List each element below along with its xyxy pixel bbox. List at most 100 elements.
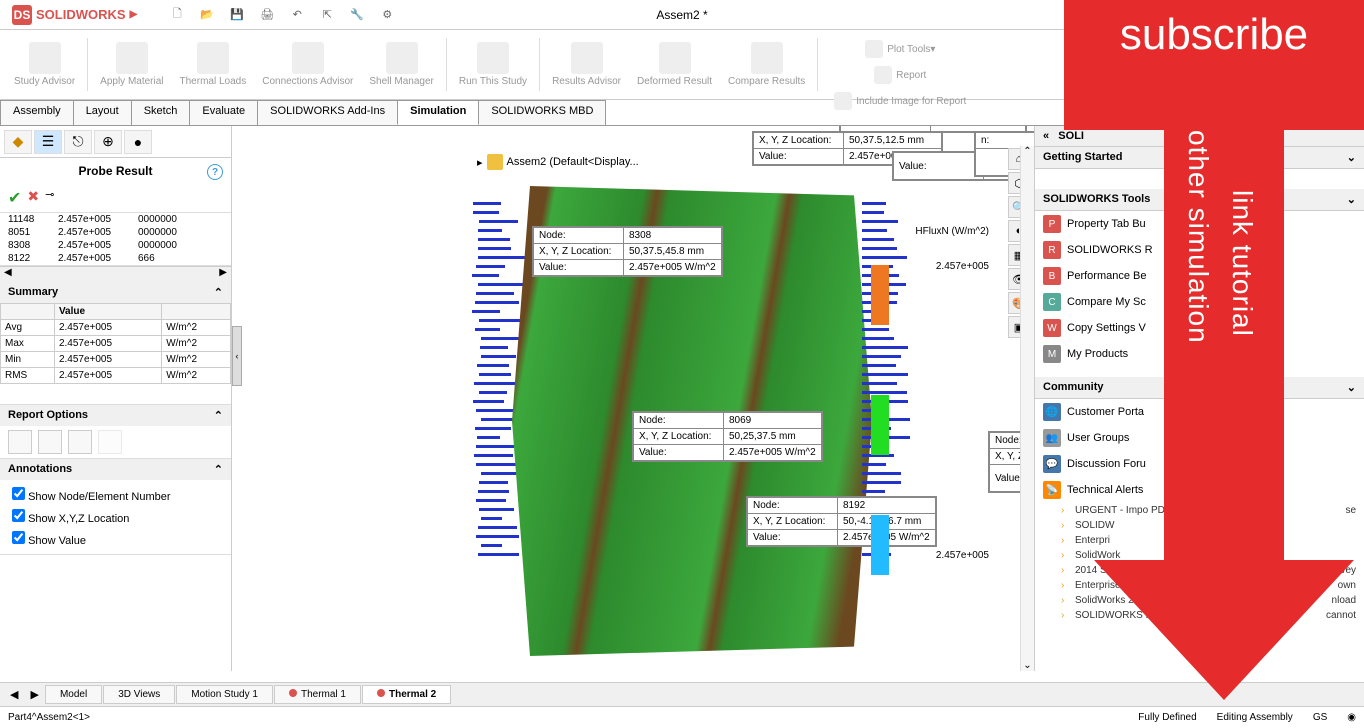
shell-manager-button[interactable]: Shell Manager bbox=[363, 34, 439, 95]
undo-icon[interactable]: ↶ bbox=[285, 3, 309, 27]
chevron-right-icon[interactable]: ▶ bbox=[130, 9, 138, 20]
expand-icon[interactable]: ▸ bbox=[477, 156, 483, 169]
graphics-viewport[interactable]: ▸ Assem2 (Default<Display... Node:8308X,… bbox=[232, 126, 1034, 671]
summary-header[interactable]: Summary⌃ bbox=[0, 282, 231, 303]
list-item[interactable]: 83082.457e+0050000000 bbox=[0, 239, 231, 252]
feature-tree-icon[interactable]: ◆ bbox=[4, 130, 32, 154]
plot-tools-button[interactable]: Plot Tools ▾ bbox=[828, 38, 972, 60]
include-image-button[interactable]: Include Image for Report bbox=[828, 90, 972, 112]
thermal-loads-button[interactable]: Thermal Loads bbox=[174, 34, 253, 95]
status-gs: GS bbox=[1313, 712, 1327, 723]
results-advisor-button[interactable]: Results Advisor bbox=[546, 34, 627, 95]
print-icon[interactable]: 🖨 bbox=[255, 3, 279, 27]
document-title: Assem2 * bbox=[656, 8, 707, 22]
next-tab-icon[interactable]: ▶ bbox=[24, 688, 44, 701]
tab-assembly[interactable]: Assembly bbox=[0, 100, 74, 125]
compare-results-button[interactable]: Compare Results bbox=[722, 34, 811, 95]
tab-simulation[interactable]: Simulation bbox=[397, 100, 479, 125]
collapse-icon[interactable]: ⌄ bbox=[1347, 193, 1356, 206]
report-options-section: Report Options⌃ bbox=[0, 405, 231, 459]
rebuild-icon[interactable]: 🔧 bbox=[345, 3, 369, 27]
collapse-icon[interactable]: ⌄ bbox=[1347, 151, 1356, 164]
table-row: Avg2.457e+005W/m^2 bbox=[1, 320, 231, 336]
color-legend[interactable]: HFluxN (W/m^2) 2.457e+005 2.457e+005 bbox=[869, 226, 989, 561]
legend-max: 2.457e+005 bbox=[936, 261, 989, 272]
show-xyz-checkbox[interactable]: Show X,Y,Z Location bbox=[12, 506, 219, 528]
open-icon[interactable]: 📂 bbox=[195, 3, 219, 27]
status-left: Part4^Assem2<1> bbox=[8, 712, 90, 723]
tab-addins[interactable]: SOLIDWORKS Add-Ins bbox=[257, 100, 398, 125]
logo-icon: DS bbox=[12, 5, 32, 25]
plot-report-icon[interactable] bbox=[68, 430, 92, 454]
list-item[interactable]: 80512.457e+0050000000 bbox=[0, 226, 231, 239]
h-scrollbar[interactable]: ◀▶ bbox=[0, 266, 231, 282]
report-button[interactable]: Report bbox=[828, 64, 972, 86]
viewport-scroll[interactable]: ⌃⌄ bbox=[1020, 146, 1034, 671]
table-row: Max2.457e+005W/m^2 bbox=[1, 336, 231, 352]
tab-layout[interactable]: Layout bbox=[73, 100, 132, 125]
collapse-icon[interactable]: ⌄ bbox=[1347, 381, 1356, 394]
show-node-checkbox[interactable]: Show Node/Element Number bbox=[12, 484, 219, 506]
run-study-button[interactable]: Run This Study bbox=[453, 34, 533, 95]
dim-tab-icon[interactable]: ⊕ bbox=[94, 130, 122, 154]
options-icon[interactable]: ⚙ bbox=[375, 3, 399, 27]
property-manager: ◆ ☰ ⎋ ⊕ ● Probe Result ? ✔ ✖ ⊸ 111482.45… bbox=[0, 126, 232, 671]
table-row: RMS2.457e+005W/m^2 bbox=[1, 368, 231, 384]
panel-collapse-handle[interactable]: ‹ bbox=[232, 326, 242, 386]
assembly-icon bbox=[487, 154, 503, 170]
tab-motion-study[interactable]: Motion Study 1 bbox=[176, 685, 273, 704]
list-item[interactable]: 111482.457e+0050000000 bbox=[0, 213, 231, 226]
annotations-header[interactable]: Annotations⌃ bbox=[0, 459, 231, 480]
property-tab-icon[interactable]: ☰ bbox=[34, 130, 62, 154]
appearance-tab-icon[interactable]: ● bbox=[124, 130, 152, 154]
new-icon[interactable]: 🗋 bbox=[165, 3, 189, 27]
tab-thermal-1[interactable]: Thermal 1 bbox=[274, 685, 361, 704]
prev-tab-icon[interactable]: ◀ bbox=[4, 688, 24, 701]
status-unit-icon[interactable]: ◉ bbox=[1347, 712, 1356, 723]
ok-icon[interactable]: ✔ bbox=[8, 188, 21, 208]
tab-thermal-2[interactable]: Thermal 2 bbox=[362, 685, 451, 704]
probe-list: 111482.457e+0050000000 80512.457e+005000… bbox=[0, 213, 231, 266]
summary-section: Summary⌃ Value Avg2.457e+005W/m^2 Max2.4… bbox=[0, 282, 231, 405]
collapse-icon[interactable]: ⌃ bbox=[214, 463, 223, 476]
tab-evaluate[interactable]: Evaluate bbox=[189, 100, 258, 125]
deformed-result-button[interactable]: Deformed Result bbox=[631, 34, 718, 95]
quick-access-toolbar: 🗋 📂 💾 🖨 ↶ ⇱ 🔧 ⚙ bbox=[165, 3, 399, 27]
collapse-icon[interactable]: ⌃ bbox=[214, 286, 223, 299]
tab-sketch[interactable]: Sketch bbox=[131, 100, 191, 125]
list-report-icon[interactable] bbox=[38, 430, 62, 454]
sensor-report-icon[interactable] bbox=[98, 430, 122, 454]
study-advisor-button[interactable]: Study Advisor bbox=[8, 34, 81, 95]
tutorial-arrow-overlay: other simulation link tutorial bbox=[1124, 110, 1324, 710]
select-icon[interactable]: ⇱ bbox=[315, 3, 339, 27]
report-options-header[interactable]: Report Options⌃ bbox=[0, 405, 231, 426]
legend-bar bbox=[871, 265, 889, 565]
summary-table: Value Avg2.457e+005W/m^2 Max2.457e+005W/… bbox=[0, 303, 231, 384]
list-item[interactable]: 81222.457e+005666 bbox=[0, 252, 231, 265]
help-icon[interactable]: ? bbox=[207, 164, 223, 180]
status-editing: Editing Assembly bbox=[1217, 712, 1293, 723]
tab-mbd[interactable]: SOLIDWORKS MBD bbox=[478, 100, 606, 125]
probe-flyout[interactable]: Node:8069X, Y, Z Location:50,25,37.5 mmV… bbox=[632, 411, 823, 462]
feature-tree-flyout[interactable]: ▸ Assem2 (Default<Display... bbox=[477, 154, 639, 170]
collapse-icon[interactable]: ⌃ bbox=[214, 409, 223, 422]
app-logo: DS SOLIDWORKS ▶ bbox=[4, 5, 145, 25]
save-report-icon[interactable] bbox=[8, 430, 32, 454]
show-value-checkbox[interactable]: Show Value bbox=[12, 528, 219, 550]
table-row: Min2.457e+005W/m^2 bbox=[1, 352, 231, 368]
pm-toolbar: ◆ ☰ ⎋ ⊕ ● bbox=[0, 126, 231, 158]
status-defined: Fully Defined bbox=[1138, 712, 1196, 723]
tab-3dviews[interactable]: 3D Views bbox=[103, 685, 175, 704]
connections-advisor-button[interactable]: Connections Advisor bbox=[256, 34, 359, 95]
save-icon[interactable]: 💾 bbox=[225, 3, 249, 27]
apply-material-button[interactable]: Apply Material bbox=[94, 34, 169, 95]
cancel-icon[interactable]: ✖ bbox=[27, 188, 39, 208]
pm-title: Probe Result ? bbox=[0, 158, 231, 184]
pushpin-icon[interactable]: ⊸ bbox=[45, 188, 54, 208]
subscribe-overlay: subscribe bbox=[1064, 0, 1364, 130]
logo-text: SOLIDWORKS bbox=[36, 7, 126, 22]
legend-title: HFluxN (W/m^2) bbox=[869, 226, 989, 237]
probe-flyout[interactable]: Node:8308X, Y, Z Location:50,37.5,45.8 m… bbox=[532, 226, 723, 277]
tab-model[interactable]: Model bbox=[45, 685, 102, 704]
config-tab-icon[interactable]: ⎋ bbox=[64, 130, 92, 154]
